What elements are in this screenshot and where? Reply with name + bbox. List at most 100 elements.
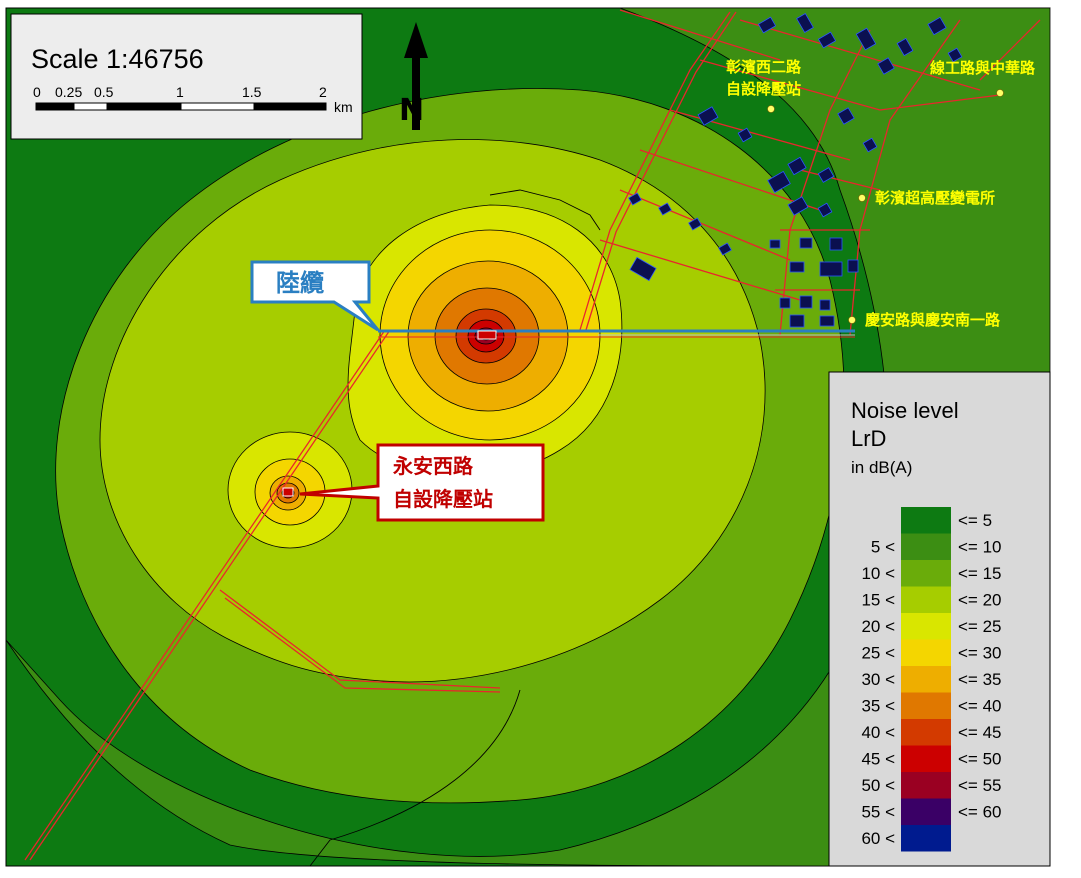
legend-lower-label: 10 < bbox=[861, 564, 895, 583]
building bbox=[658, 202, 672, 216]
scale-bar-title: Scale 1:46756 bbox=[31, 44, 204, 74]
building bbox=[819, 315, 835, 327]
callout-land-cable-box bbox=[250, 260, 380, 332]
road-network bbox=[24, 9, 1041, 861]
legend-upper-label: <= 30 bbox=[958, 644, 1002, 663]
map-margin bbox=[1050, 8, 1081, 878]
legend-swatch bbox=[901, 666, 951, 693]
legend-lower-label: 45 < bbox=[861, 750, 895, 769]
road-south-a bbox=[219, 589, 501, 689]
boundary-south bbox=[309, 689, 521, 867]
legend-lower-label: 50 < bbox=[861, 776, 895, 795]
callout-land-cable-text: 陸纜 bbox=[276, 269, 324, 297]
legend-upper-label: <= 35 bbox=[958, 670, 1002, 689]
building bbox=[757, 16, 777, 34]
legend-upper-label: <= 60 bbox=[958, 803, 1002, 822]
land-cable bbox=[378, 329, 855, 338]
scale-tick-0: 0 bbox=[33, 84, 41, 100]
legend-upper-label: <= 25 bbox=[958, 617, 1002, 636]
legend-upper-label: <= 20 bbox=[958, 591, 1002, 610]
place-markers bbox=[767, 89, 1004, 324]
boundary-north bbox=[489, 189, 601, 231]
substation-west-icon bbox=[282, 487, 294, 497]
legend-swatch bbox=[901, 825, 951, 852]
building bbox=[799, 295, 813, 309]
legend-upper-label: <= 45 bbox=[958, 723, 1002, 742]
building bbox=[629, 256, 657, 282]
road-cross-1 bbox=[599, 239, 801, 301]
label-changbin-substation: 彰濱超高壓變電所 bbox=[875, 189, 995, 207]
legend-swatch bbox=[901, 639, 951, 666]
legend-swatch bbox=[901, 692, 951, 719]
legend: Noise level LrD in dB(A) <= 5 5 < <= 10 10 … bbox=[828, 371, 1051, 867]
legend-upper-label: <= 10 bbox=[958, 538, 1002, 557]
road-top-2 bbox=[739, 19, 981, 91]
callout-land-cable: 陸纜 bbox=[250, 260, 380, 332]
legend-lower-label: 20 < bbox=[861, 617, 895, 636]
road-cross-5 bbox=[699, 59, 881, 111]
north-arrow-icon: N bbox=[399, 22, 428, 130]
scale-segment-1 bbox=[35, 102, 75, 111]
road-block-c bbox=[799, 169, 881, 191]
building bbox=[855, 27, 877, 51]
callout-yongan-line1: 永安西路 bbox=[392, 454, 474, 478]
road-vertical-far-east bbox=[849, 19, 961, 336]
marker-changbin-w2-icon bbox=[767, 105, 775, 113]
legend-swatch bbox=[901, 533, 951, 560]
road-north-b bbox=[585, 11, 737, 331]
boundary-lines bbox=[309, 189, 601, 867]
building bbox=[796, 13, 814, 33]
legend-title-line2: LrD bbox=[851, 426, 886, 451]
scale-tick-1: 0.25 bbox=[55, 84, 82, 100]
road-top-3 bbox=[979, 19, 1041, 81]
legend-upper-label: <= 50 bbox=[958, 750, 1002, 769]
label-xiangong-zhonghua: 線工路與中華路 bbox=[930, 59, 1036, 77]
building bbox=[896, 37, 914, 57]
scale-bar: Scale 1:46756 0 0.25 0.5 1 1.5 2 km bbox=[10, 13, 363, 140]
scale-tick-3: 1 bbox=[176, 84, 184, 100]
road-diagonal-edge bbox=[24, 329, 386, 861]
legend-swatch bbox=[901, 745, 951, 772]
north-arrow-letter: N bbox=[399, 93, 424, 128]
building bbox=[697, 106, 719, 126]
legend-swatch bbox=[901, 560, 951, 587]
road-top-4 bbox=[879, 94, 1001, 111]
label-changbin-w2-line2: 自設降壓站 bbox=[726, 80, 801, 98]
legend-rows: <= 5 5 < <= 10 10 < <= 15 15 < <= 20 20 < <= 25 2… bbox=[861, 507, 1002, 852]
building bbox=[817, 31, 837, 49]
scale-segment-4 bbox=[180, 102, 255, 111]
legend-lower-label: 35 < bbox=[861, 697, 895, 716]
scale-segment-3 bbox=[106, 102, 182, 111]
road-south-b bbox=[224, 597, 501, 693]
legend-upper-label: <= 55 bbox=[958, 776, 1002, 795]
building bbox=[819, 299, 831, 311]
legend-lower-label: 25 < bbox=[861, 644, 895, 663]
road-top-1 bbox=[619, 9, 781, 61]
road-diagonal bbox=[29, 329, 391, 861]
building-cluster bbox=[628, 13, 963, 328]
marker-qingan-icon bbox=[848, 316, 856, 324]
legend-swatch bbox=[901, 586, 951, 613]
north-arrow-shaft bbox=[404, 22, 428, 130]
building bbox=[688, 217, 702, 231]
building bbox=[718, 242, 732, 256]
label-qingan: 慶安路與慶安南一路 bbox=[865, 311, 1001, 329]
legend-swatch bbox=[901, 772, 951, 799]
place-labels: 彰濱西二路 自設降壓站 線工路與中華路 彰濱超高壓變電所 慶安路與慶安南一路 bbox=[726, 58, 1036, 329]
building bbox=[829, 237, 843, 251]
legend-upper-label: <= 40 bbox=[958, 697, 1002, 716]
building bbox=[877, 57, 895, 75]
scale-tick-2: 0.5 bbox=[94, 84, 114, 100]
building bbox=[769, 239, 781, 249]
building bbox=[737, 127, 753, 143]
building bbox=[628, 192, 642, 206]
building bbox=[927, 16, 947, 36]
building bbox=[799, 237, 813, 249]
building bbox=[789, 314, 805, 328]
legend-swatch bbox=[901, 507, 951, 534]
legend-lower-label: 5 < bbox=[871, 538, 895, 557]
road-vertical-east bbox=[779, 29, 871, 336]
building bbox=[837, 107, 855, 125]
